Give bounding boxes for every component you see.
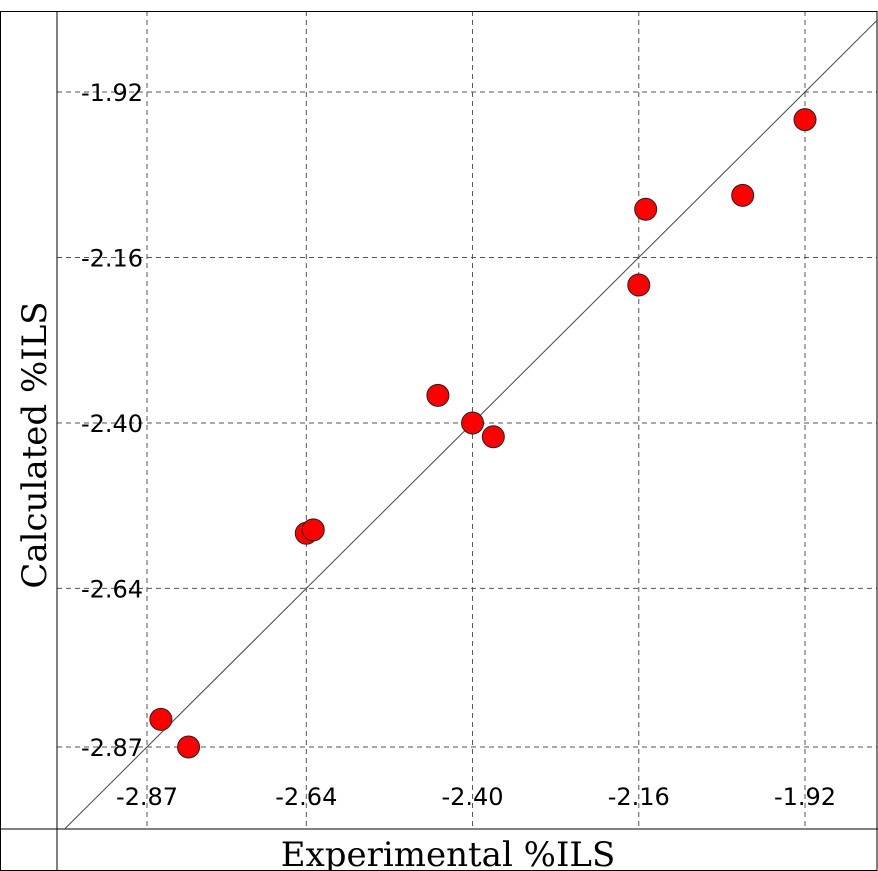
data-points xyxy=(149,108,817,759)
x-axis-ticks: -2.87 -2.64 -2.40 -2.16 -1.92 xyxy=(116,783,836,811)
x-tick-label: -2.40 xyxy=(441,783,503,811)
x-tick-label: -1.92 xyxy=(774,783,836,811)
data-point xyxy=(634,197,658,221)
data-point xyxy=(481,425,505,449)
data-point xyxy=(301,518,325,542)
data-point xyxy=(149,707,173,731)
y-tick-label: -2.16 xyxy=(81,244,143,272)
y-tick-label: -2.64 xyxy=(81,575,143,603)
x-tick-label: -2.87 xyxy=(116,783,178,811)
data-point xyxy=(426,383,450,407)
y-tick-label: -2.40 xyxy=(81,410,143,438)
data-point xyxy=(461,411,485,435)
data-point xyxy=(627,273,651,297)
x-tick-label: -2.64 xyxy=(275,783,337,811)
data-point xyxy=(731,183,755,207)
data-point xyxy=(793,108,817,132)
x-tick-label: -2.16 xyxy=(608,783,670,811)
x-axis-title: Experimental %ILS xyxy=(281,835,616,871)
data-point xyxy=(177,735,201,759)
y-axis-title: Calculated %ILS xyxy=(15,301,55,588)
y-tick-label: -1.92 xyxy=(81,79,143,107)
y-axis-ticks: -1.92 -2.16 -2.40 -2.64 -2.87 xyxy=(81,79,143,762)
y-tick-label: -2.87 xyxy=(81,734,143,762)
